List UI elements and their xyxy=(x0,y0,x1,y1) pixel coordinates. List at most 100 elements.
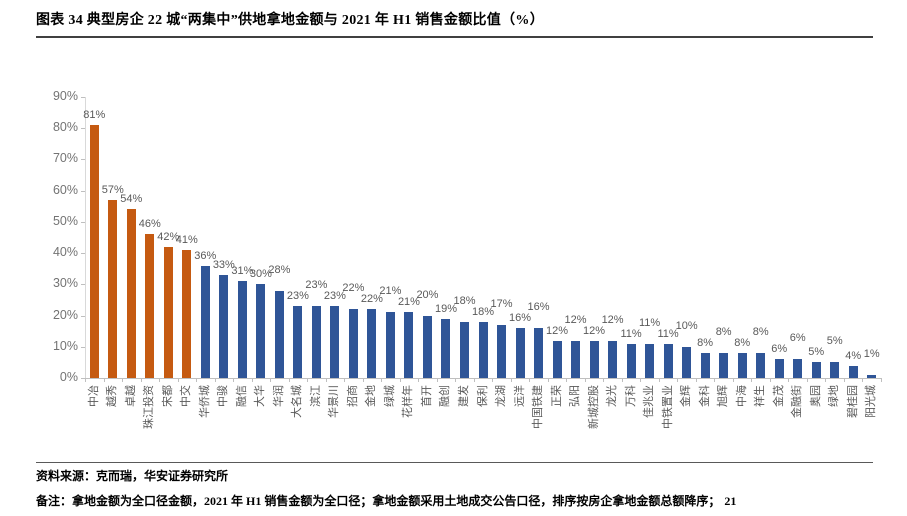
bar-value-label: 8% xyxy=(715,326,732,339)
x-axis-tick xyxy=(621,378,623,382)
y-axis-label: 40% xyxy=(52,245,78,260)
bar xyxy=(163,246,173,378)
bar xyxy=(237,281,247,378)
x-axis-tick xyxy=(140,378,142,382)
x-axis-label: 保利 xyxy=(476,385,489,407)
bar-value-label: 12% xyxy=(564,313,587,326)
x-axis-label: 金地 xyxy=(365,385,378,407)
x-axis-label: 融创 xyxy=(439,385,452,407)
x-axis-tick xyxy=(473,378,475,382)
bar-value-label: 33% xyxy=(212,258,235,271)
y-axis-tick xyxy=(81,378,85,379)
bar xyxy=(422,315,432,378)
x-axis-label: 中冶 xyxy=(87,385,100,407)
x-axis-tick xyxy=(751,378,753,382)
x-axis-tick xyxy=(566,378,568,382)
bar-value-label: 31% xyxy=(231,265,254,278)
bar xyxy=(608,340,618,378)
x-axis-line xyxy=(85,378,882,379)
bar xyxy=(756,353,766,378)
bar-value-label: 8% xyxy=(734,337,751,350)
x-axis-tick xyxy=(714,378,716,382)
x-axis-tick xyxy=(307,378,309,382)
x-axis-tick xyxy=(547,378,549,382)
x-axis-label: 金融街 xyxy=(791,385,804,418)
bar-value-label: 6% xyxy=(771,343,788,356)
bar xyxy=(459,321,469,378)
y-axis-tick xyxy=(81,190,85,192)
bar-value-label: 36% xyxy=(194,249,217,262)
bar-value-label: 28% xyxy=(268,263,291,276)
bar xyxy=(737,353,747,378)
y-axis-label: 80% xyxy=(52,120,78,135)
x-axis-label: 卓越 xyxy=(124,385,137,407)
bar xyxy=(719,353,729,378)
bar xyxy=(404,312,414,378)
x-axis-tick xyxy=(214,378,216,382)
x-axis-label: 中海 xyxy=(735,385,748,407)
y-axis-label: 60% xyxy=(52,182,78,197)
bar xyxy=(663,343,673,378)
x-axis-label: 祥生 xyxy=(754,385,767,407)
bar-value-label: 11% xyxy=(638,316,661,329)
x-axis-tick xyxy=(881,378,882,382)
bar-value-label: 23% xyxy=(305,279,328,292)
x-axis-tick xyxy=(695,378,697,382)
bar xyxy=(367,309,377,378)
bar xyxy=(626,343,636,378)
y-axis-tick xyxy=(81,284,85,286)
x-axis-label: 华侨城 xyxy=(198,385,211,418)
x-axis-label: 金辉 xyxy=(680,385,693,407)
y-axis-tick xyxy=(81,128,85,130)
bar-value-label: 8% xyxy=(752,326,769,339)
x-axis-tick xyxy=(658,378,660,382)
bar xyxy=(182,249,192,378)
source-note: 资料来源：克而瑞，华安证券研究所 xyxy=(36,469,229,483)
x-axis-tick xyxy=(325,378,327,382)
y-axis-label: 10% xyxy=(52,338,78,353)
x-axis-tick xyxy=(251,378,253,382)
x-axis-tick xyxy=(196,378,198,382)
bar xyxy=(682,346,692,378)
x-axis-label: 绿城 xyxy=(383,385,396,407)
bar-value-label: 21% xyxy=(397,296,420,309)
bar-value-label: 81% xyxy=(83,109,106,122)
x-axis-tick xyxy=(159,378,161,382)
bar-chart: 0% 10% 20% 30% 40% 50% 60% 70% 80% 90% 81% 中冶 57% 越秀 5… xyxy=(52,89,882,429)
bar-value-label: 22% xyxy=(342,282,365,295)
x-axis-label: 融信 xyxy=(235,385,248,407)
x-axis-label: 阳光城 xyxy=(865,385,878,418)
x-axis-label: 旭辉 xyxy=(717,385,730,407)
bar-value-label: 12% xyxy=(583,324,606,337)
bar-value-label: 5% xyxy=(808,346,825,359)
x-axis-label: 佳兆业 xyxy=(643,385,656,418)
x-axis-label: 龙湖 xyxy=(495,385,507,407)
x-axis-tick xyxy=(233,378,235,382)
x-axis-tick xyxy=(85,378,86,382)
bar xyxy=(774,359,784,378)
bar-value-label: 16% xyxy=(509,312,532,325)
x-axis-tick xyxy=(492,378,494,382)
bar xyxy=(200,265,210,378)
bar-value-label: 4% xyxy=(845,349,862,362)
x-axis-tick xyxy=(862,378,864,382)
bar-value-label: 46% xyxy=(138,218,161,231)
bar-value-label: 11% xyxy=(657,327,679,340)
x-axis-label: 中铁置业 xyxy=(661,385,674,429)
x-axis-label: 金茂 xyxy=(772,385,785,407)
x-axis-label: 花样年 xyxy=(402,385,415,418)
bar xyxy=(348,309,358,378)
x-axis-tick xyxy=(455,378,457,382)
bar-value-label: 42% xyxy=(157,230,180,243)
bar xyxy=(441,318,451,378)
x-axis-tick xyxy=(788,378,790,382)
bar-value-label: 8% xyxy=(697,337,714,350)
bar-value-label: 18% xyxy=(453,294,476,307)
bar xyxy=(274,290,284,378)
x-axis-label: 中国铁建 xyxy=(532,385,545,429)
x-axis-tick xyxy=(677,378,679,382)
bar xyxy=(552,340,562,378)
bar-value-label: 12% xyxy=(546,324,569,337)
bar xyxy=(219,274,229,378)
bar xyxy=(793,359,803,378)
